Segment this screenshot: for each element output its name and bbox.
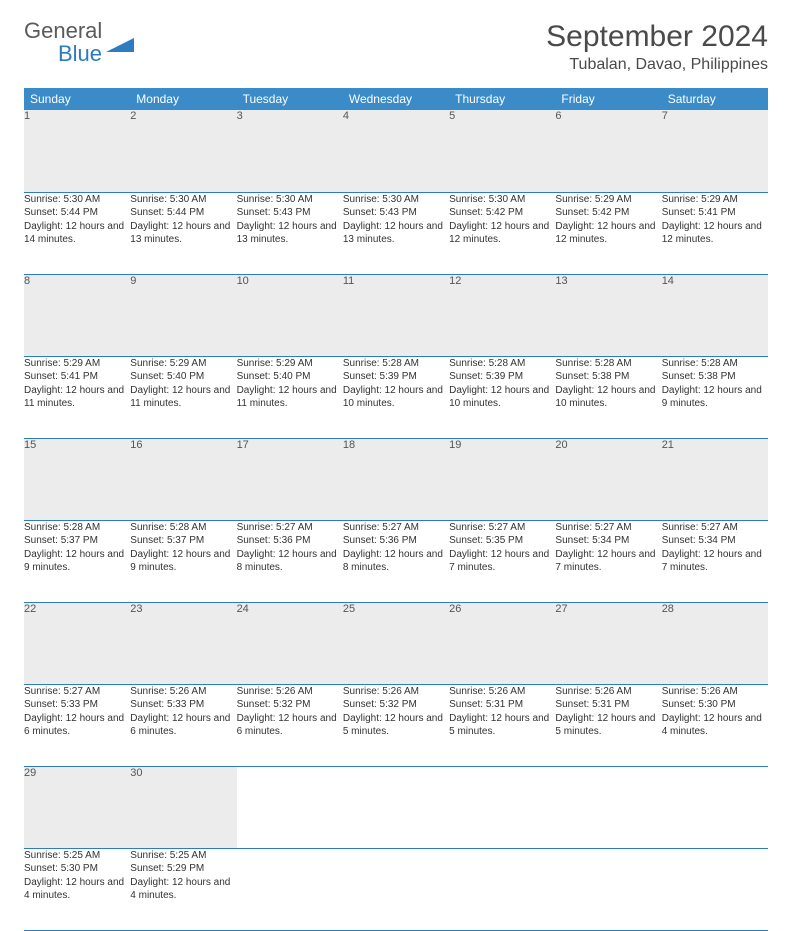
day-number-cell: 15 <box>24 438 130 520</box>
day-number-row: 1234567 <box>24 110 768 192</box>
day-content-row: Sunrise: 5:30 AMSunset: 5:44 PMDaylight:… <box>24 192 768 274</box>
day-number-cell: 22 <box>24 602 130 684</box>
day-number-row: 891011121314 <box>24 274 768 356</box>
day-number-cell: 4 <box>343 110 449 192</box>
day-number-cell <box>449 766 555 848</box>
calendar-body: 1234567Sunrise: 5:30 AMSunset: 5:44 PMDa… <box>24 110 768 930</box>
day-number-cell: 8 <box>24 274 130 356</box>
weekday-header: Sunday <box>24 88 130 110</box>
weekday-header: Saturday <box>662 88 768 110</box>
logo-triangle-icon <box>106 34 134 52</box>
day-number-cell: 10 <box>237 274 343 356</box>
day-number-row: 2930 <box>24 766 768 848</box>
day-number-cell: 6 <box>555 110 661 192</box>
title-block: September 2024 Tubalan, Davao, Philippin… <box>546 20 768 74</box>
day-content-cell: Sunrise: 5:26 AMSunset: 5:31 PMDaylight:… <box>555 684 661 766</box>
location-text: Tubalan, Davao, Philippines <box>546 56 768 74</box>
brand-name-blue: Blue <box>58 41 102 66</box>
day-content-cell: Sunrise: 5:28 AMSunset: 5:38 PMDaylight:… <box>662 356 768 438</box>
day-content-cell: Sunrise: 5:25 AMSunset: 5:30 PMDaylight:… <box>24 848 130 930</box>
day-content-cell: Sunrise: 5:28 AMSunset: 5:37 PMDaylight:… <box>24 520 130 602</box>
day-number-cell: 28 <box>662 602 768 684</box>
day-number-cell: 17 <box>237 438 343 520</box>
day-content-cell: Sunrise: 5:26 AMSunset: 5:32 PMDaylight:… <box>237 684 343 766</box>
day-number-cell: 26 <box>449 602 555 684</box>
day-content-cell <box>237 848 343 930</box>
day-number-row: 15161718192021 <box>24 438 768 520</box>
day-content-cell: Sunrise: 5:29 AMSunset: 5:40 PMDaylight:… <box>130 356 236 438</box>
day-content-cell: Sunrise: 5:26 AMSunset: 5:31 PMDaylight:… <box>449 684 555 766</box>
day-number-cell <box>555 766 661 848</box>
brand-name-gray: General <box>24 18 102 43</box>
day-content-cell: Sunrise: 5:29 AMSunset: 5:41 PMDaylight:… <box>662 192 768 274</box>
month-title: September 2024 <box>546 20 768 54</box>
day-content-cell: Sunrise: 5:28 AMSunset: 5:39 PMDaylight:… <box>343 356 449 438</box>
day-number-cell: 11 <box>343 274 449 356</box>
day-number-cell: 24 <box>237 602 343 684</box>
day-number-cell: 30 <box>130 766 236 848</box>
day-content-cell: Sunrise: 5:30 AMSunset: 5:43 PMDaylight:… <box>343 192 449 274</box>
day-content-cell: Sunrise: 5:28 AMSunset: 5:38 PMDaylight:… <box>555 356 661 438</box>
day-content-cell: Sunrise: 5:27 AMSunset: 5:33 PMDaylight:… <box>24 684 130 766</box>
day-content-row: Sunrise: 5:25 AMSunset: 5:30 PMDaylight:… <box>24 848 768 930</box>
day-content-cell: Sunrise: 5:26 AMSunset: 5:32 PMDaylight:… <box>343 684 449 766</box>
day-number-cell <box>237 766 343 848</box>
weekday-header: Thursday <box>449 88 555 110</box>
day-content-cell <box>662 848 768 930</box>
day-content-row: Sunrise: 5:28 AMSunset: 5:37 PMDaylight:… <box>24 520 768 602</box>
day-content-cell: Sunrise: 5:28 AMSunset: 5:39 PMDaylight:… <box>449 356 555 438</box>
day-content-cell: Sunrise: 5:30 AMSunset: 5:42 PMDaylight:… <box>449 192 555 274</box>
day-number-cell: 9 <box>130 274 236 356</box>
day-number-cell: 18 <box>343 438 449 520</box>
day-content-cell: Sunrise: 5:29 AMSunset: 5:42 PMDaylight:… <box>555 192 661 274</box>
day-number-cell: 29 <box>24 766 130 848</box>
weekday-header-row: SundayMondayTuesdayWednesdayThursdayFrid… <box>24 88 768 110</box>
day-content-cell: Sunrise: 5:27 AMSunset: 5:34 PMDaylight:… <box>662 520 768 602</box>
day-number-cell: 19 <box>449 438 555 520</box>
day-content-cell: Sunrise: 5:30 AMSunset: 5:44 PMDaylight:… <box>24 192 130 274</box>
day-number-cell: 5 <box>449 110 555 192</box>
day-content-row: Sunrise: 5:27 AMSunset: 5:33 PMDaylight:… <box>24 684 768 766</box>
day-number-cell: 14 <box>662 274 768 356</box>
day-number-cell <box>662 766 768 848</box>
day-content-cell: Sunrise: 5:29 AMSunset: 5:41 PMDaylight:… <box>24 356 130 438</box>
day-number-cell: 3 <box>237 110 343 192</box>
day-content-row: Sunrise: 5:29 AMSunset: 5:41 PMDaylight:… <box>24 356 768 438</box>
day-content-cell <box>343 848 449 930</box>
day-content-cell: Sunrise: 5:30 AMSunset: 5:43 PMDaylight:… <box>237 192 343 274</box>
weekday-header: Wednesday <box>343 88 449 110</box>
day-number-cell: 13 <box>555 274 661 356</box>
day-content-cell: Sunrise: 5:29 AMSunset: 5:40 PMDaylight:… <box>237 356 343 438</box>
day-content-cell: Sunrise: 5:27 AMSunset: 5:36 PMDaylight:… <box>237 520 343 602</box>
day-content-cell: Sunrise: 5:26 AMSunset: 5:33 PMDaylight:… <box>130 684 236 766</box>
day-number-row: 22232425262728 <box>24 602 768 684</box>
day-number-cell: 21 <box>662 438 768 520</box>
day-content-cell: Sunrise: 5:26 AMSunset: 5:30 PMDaylight:… <box>662 684 768 766</box>
day-number-cell: 16 <box>130 438 236 520</box>
brand-logo: General Blue <box>24 20 134 66</box>
day-content-cell <box>555 848 661 930</box>
day-content-cell: Sunrise: 5:27 AMSunset: 5:36 PMDaylight:… <box>343 520 449 602</box>
day-content-cell: Sunrise: 5:30 AMSunset: 5:44 PMDaylight:… <box>130 192 236 274</box>
day-number-cell: 2 <box>130 110 236 192</box>
weekday-header: Monday <box>130 88 236 110</box>
day-number-cell: 25 <box>343 602 449 684</box>
day-number-cell: 12 <box>449 274 555 356</box>
day-content-cell: Sunrise: 5:28 AMSunset: 5:37 PMDaylight:… <box>130 520 236 602</box>
day-number-cell: 1 <box>24 110 130 192</box>
day-number-cell: 20 <box>555 438 661 520</box>
day-number-cell: 27 <box>555 602 661 684</box>
day-number-cell: 23 <box>130 602 236 684</box>
day-content-cell: Sunrise: 5:25 AMSunset: 5:29 PMDaylight:… <box>130 848 236 930</box>
day-content-cell: Sunrise: 5:27 AMSunset: 5:34 PMDaylight:… <box>555 520 661 602</box>
day-content-cell: Sunrise: 5:27 AMSunset: 5:35 PMDaylight:… <box>449 520 555 602</box>
weekday-header: Friday <box>555 88 661 110</box>
day-number-cell <box>343 766 449 848</box>
logo-text: General Blue <box>24 20 102 66</box>
day-number-cell: 7 <box>662 110 768 192</box>
header: General Blue September 2024 Tubalan, Dav… <box>24 20 768 74</box>
day-content-cell <box>449 848 555 930</box>
calendar-table: SundayMondayTuesdayWednesdayThursdayFrid… <box>24 88 768 931</box>
weekday-header: Tuesday <box>237 88 343 110</box>
